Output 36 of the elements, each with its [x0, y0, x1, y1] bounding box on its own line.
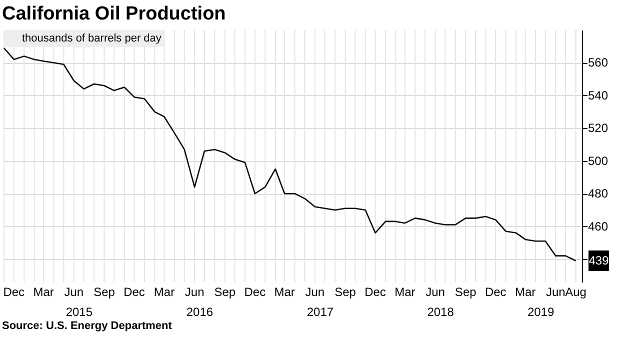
- chart-title: California Oil Production: [2, 4, 226, 24]
- x-tick-label: Jun: [64, 285, 84, 299]
- x-tick-label: Sep: [334, 285, 356, 299]
- x-tick-label: Mar: [33, 285, 54, 299]
- x-tick-label: Sep: [94, 285, 116, 299]
- x-tick-label: Jun: [305, 285, 325, 299]
- source-note: Source: U.S. Energy Department: [2, 320, 172, 332]
- x-tick-label: Jun: [546, 285, 566, 299]
- text: 2018: [427, 305, 454, 319]
- x-tick-label: Mar: [394, 285, 416, 299]
- x-tick-label: Mar: [154, 285, 175, 299]
- y-tick-label: 480: [588, 186, 608, 201]
- y-tick-label: 520: [588, 121, 608, 136]
- x-tick-label: Dec: [244, 285, 266, 299]
- y-tick-label: 460: [588, 219, 608, 234]
- x-tick-label: Mar: [274, 285, 295, 299]
- x-tick-label: Dec: [364, 285, 386, 299]
- y-tick-label: 560: [588, 56, 608, 70]
- text: 2015: [66, 305, 93, 319]
- x-tick-label: Sep: [454, 285, 477, 299]
- y-tick-label: 540: [588, 88, 608, 102]
- data-label: 439: [588, 254, 610, 268]
- x-tick-label: Jun: [184, 285, 204, 299]
- text: 2016: [186, 305, 214, 319]
- x-tick-label: Sep: [214, 285, 236, 299]
- y-tick-label: 500: [588, 154, 608, 168]
- x-tick-label: Jun: [426, 285, 445, 299]
- x-tick-label: Mar: [514, 285, 536, 299]
- x-tick-label: Dec: [124, 285, 145, 299]
- x-tick-label: Aug: [565, 285, 586, 299]
- line-series: [3, 47, 576, 262]
- x-tick-label: Dec: [484, 285, 506, 299]
- text: 2017: [306, 305, 334, 319]
- series-label: thousands of barrels per day: [22, 32, 162, 44]
- x-tick-label: Dec: [3, 285, 25, 299]
- text: 2019: [527, 305, 554, 319]
